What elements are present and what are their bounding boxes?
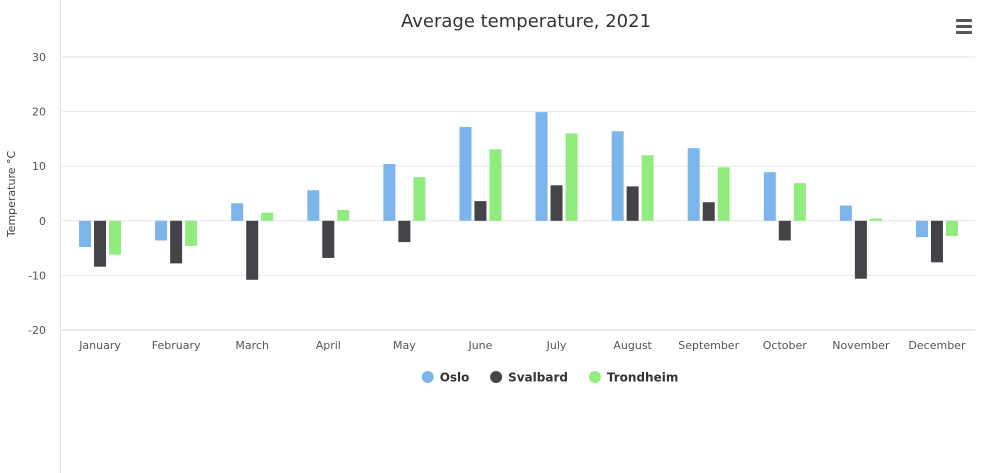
bar-trondheim-december[interactable]: [945, 220, 958, 237]
bar-trondheim-september[interactable]: [717, 167, 730, 221]
bar-oslo-march[interactable]: [231, 203, 244, 221]
bar-oslo-september[interactable]: [687, 148, 700, 221]
bar-oslo-january[interactable]: [79, 220, 92, 248]
legend-item-oslo[interactable]: Oslo: [440, 371, 470, 385]
bar-trondheim-august[interactable]: [641, 155, 654, 221]
x-tick-label: June: [467, 339, 492, 352]
x-tick-label: July: [546, 339, 567, 352]
x-tick-label: October: [763, 339, 807, 352]
y-axis-label: Temperature °C: [5, 151, 18, 239]
bar-trondheim-october[interactable]: [793, 183, 806, 221]
x-tick-label: April: [316, 339, 341, 352]
y-tick-label: -20: [28, 324, 46, 337]
bar-svalbard-september[interactable]: [702, 202, 715, 221]
bar-oslo-october[interactable]: [763, 172, 776, 221]
bar-svalbard-february[interactable]: [170, 220, 183, 264]
bar-trondheim-february[interactable]: [185, 220, 198, 246]
menu-bar-line: [956, 31, 972, 34]
x-tick-label: February: [152, 339, 201, 352]
bars: [79, 112, 958, 280]
bar-svalbard-june[interactable]: [474, 201, 487, 221]
chart-frame: [60, 0, 992, 473]
x-tick-label: May: [393, 339, 416, 352]
bar-trondheim-may[interactable]: [413, 177, 426, 221]
chart-title: Average temperature, 2021: [400, 11, 652, 32]
x-tick-label: November: [832, 339, 890, 352]
x-tick-label: September: [678, 339, 739, 352]
bar-svalbard-december[interactable]: [930, 220, 943, 263]
legend-marker-trondheim[interactable]: [588, 371, 601, 383]
hamburger-menu-icon[interactable]: [952, 16, 976, 38]
legend-marker-svalbard[interactable]: [490, 371, 503, 383]
legend-item-trondheim[interactable]: Trondheim: [607, 371, 678, 385]
bar-oslo-april[interactable]: [307, 190, 320, 221]
bar-svalbard-october[interactable]: [778, 220, 791, 241]
menu-bar-line: [956, 19, 972, 22]
bar-trondheim-november[interactable]: [869, 218, 882, 221]
x-axis-ticks: January February March April May June July Augu…: [78, 339, 966, 352]
bar-trondheim-june[interactable]: [489, 149, 502, 221]
menu-bar-line: [956, 25, 972, 28]
y-axis-ticks: -20 -10 0 10 20 30: [28, 51, 46, 337]
bar-oslo-february[interactable]: [155, 220, 168, 241]
y-tick-label: -10: [28, 269, 46, 282]
bar-svalbard-august[interactable]: [626, 186, 639, 221]
bar-trondheim-january[interactable]: [109, 220, 122, 255]
gridlines: [62, 56, 975, 331]
bar-oslo-august[interactable]: [611, 131, 624, 221]
bar-oslo-december[interactable]: [915, 220, 928, 238]
y-tick-label: 0: [39, 215, 46, 228]
x-tick-label: January: [78, 339, 121, 352]
x-tick-label: March: [235, 339, 269, 352]
bar-svalbard-november[interactable]: [854, 220, 867, 279]
y-tick-label: 20: [32, 106, 46, 119]
bar-svalbard-january[interactable]: [94, 220, 107, 267]
legend-marker-oslo[interactable]: [421, 371, 434, 383]
bar-trondheim-march[interactable]: [261, 212, 274, 221]
bar-oslo-november[interactable]: [839, 205, 852, 221]
bar-oslo-july[interactable]: [535, 112, 548, 221]
bar-oslo-june[interactable]: [459, 126, 472, 221]
bar-svalbard-may[interactable]: [398, 220, 411, 243]
legend: Oslo Svalbard Trondheim: [421, 371, 678, 385]
bar-trondheim-july[interactable]: [565, 133, 578, 221]
x-tick-label: August: [613, 339, 652, 352]
bar-oslo-may[interactable]: [383, 164, 396, 221]
bar-svalbard-april[interactable]: [322, 220, 335, 258]
y-tick-label: 10: [32, 160, 46, 173]
bar-svalbard-july[interactable]: [550, 185, 563, 221]
y-tick-label: 30: [32, 51, 46, 64]
legend-item-svalbard[interactable]: Svalbard: [508, 371, 568, 385]
x-tick-label: December: [908, 339, 966, 352]
bar-svalbard-march[interactable]: [246, 220, 259, 280]
bar-trondheim-april[interactable]: [337, 209, 350, 221]
